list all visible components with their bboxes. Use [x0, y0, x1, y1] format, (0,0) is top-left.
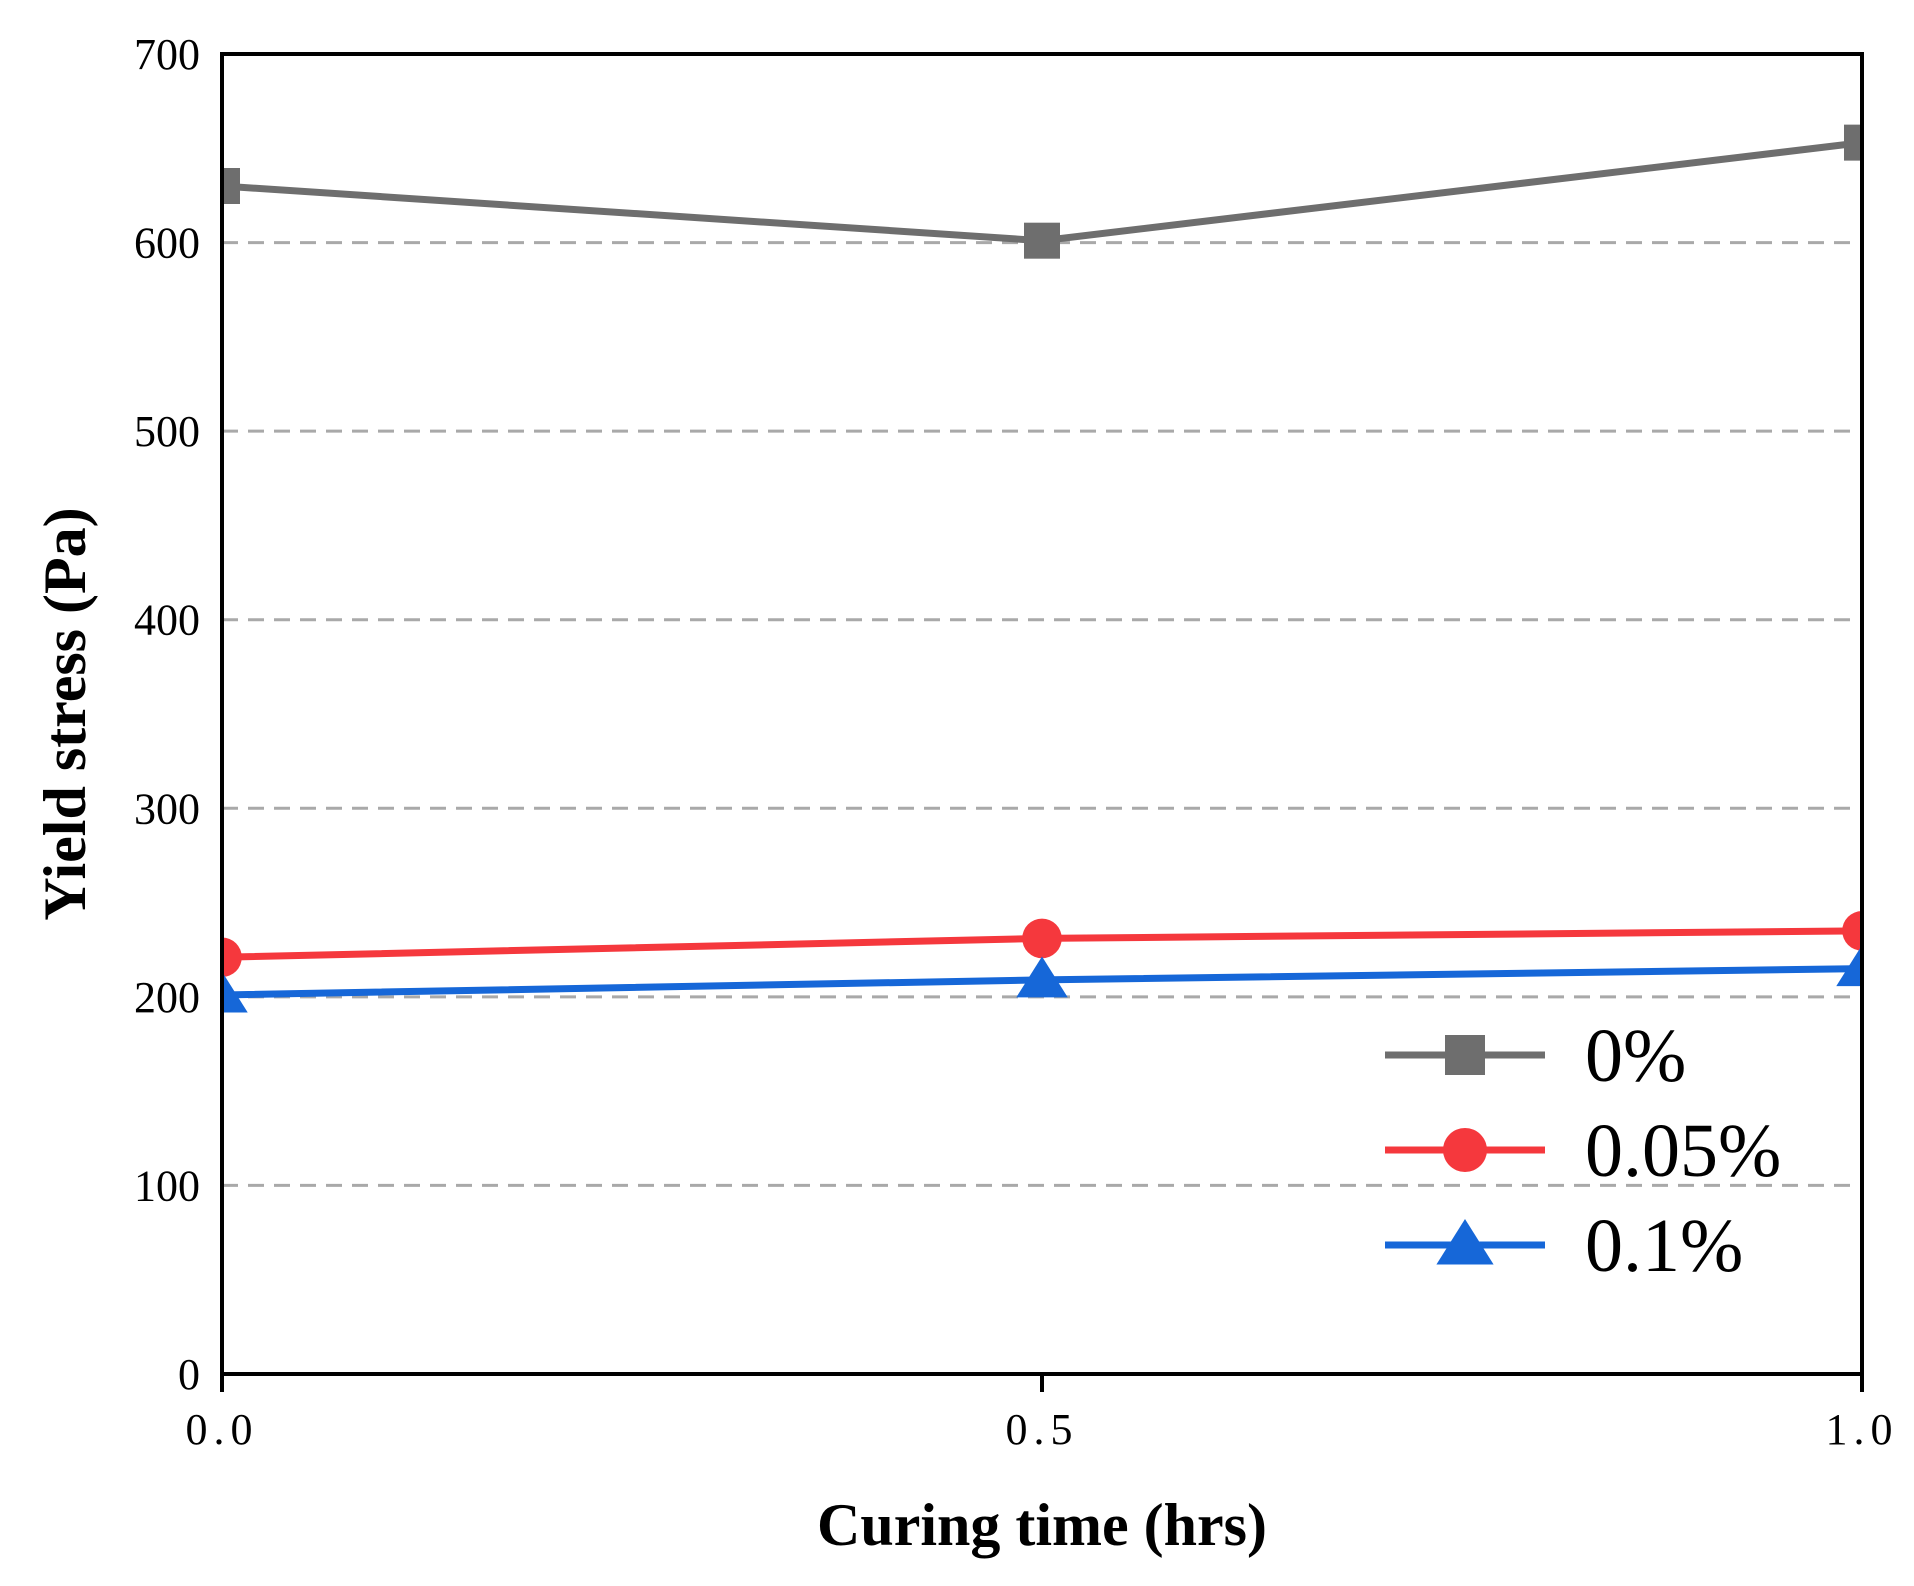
x-tick-label: 0.0	[186, 1405, 259, 1454]
legend-marker	[1443, 1128, 1487, 1172]
axes: 0 100 200 300 400 500 600 700 0.0 0.5 1.0	[134, 30, 1899, 1454]
data-point	[1844, 124, 1862, 161]
data-point	[222, 937, 242, 978]
y-tick-label: 100	[134, 1161, 200, 1210]
data-point	[1016, 956, 1068, 998]
data-point	[1022, 918, 1062, 959]
y-tick-label: 500	[134, 407, 200, 456]
series-0.05%	[222, 911, 1862, 978]
series-0.1%	[222, 945, 1862, 1013]
x-tick-label: 0.5	[1006, 1405, 1079, 1454]
y-axis-title: Yield stress (Pa)	[32, 507, 98, 920]
y-tick-label: 700	[134, 30, 200, 79]
y-tick-label: 600	[134, 219, 200, 268]
data-point	[222, 971, 248, 1013]
x-axis-title: Curing time (hrs)	[817, 1492, 1267, 1558]
data-point	[222, 168, 240, 204]
legend-item: 0.1%	[1385, 1204, 1743, 1288]
series-layer	[222, 124, 1862, 1013]
legend: 0% 0.05% 0.1%	[1385, 1014, 1781, 1288]
legend-marker	[1445, 1035, 1485, 1075]
legend-marker	[1436, 1219, 1494, 1265]
y-tick-label: 0	[178, 1350, 200, 1399]
series-0%	[222, 124, 1862, 259]
legend-label: 0.1%	[1585, 1204, 1743, 1288]
y-tick-label: 200	[134, 973, 200, 1022]
legend-label: 0.05%	[1585, 1109, 1781, 1193]
legend-item: 0.05%	[1385, 1109, 1781, 1193]
data-point	[1024, 222, 1060, 259]
legend-label: 0%	[1585, 1014, 1686, 1098]
y-tick-label: 400	[134, 596, 200, 645]
data-point	[1836, 945, 1862, 987]
x-tick-label: 1.0	[1826, 1405, 1899, 1454]
data-point	[1842, 911, 1862, 951]
y-tick-label: 300	[134, 784, 200, 833]
legend-item: 0%	[1385, 1014, 1686, 1098]
